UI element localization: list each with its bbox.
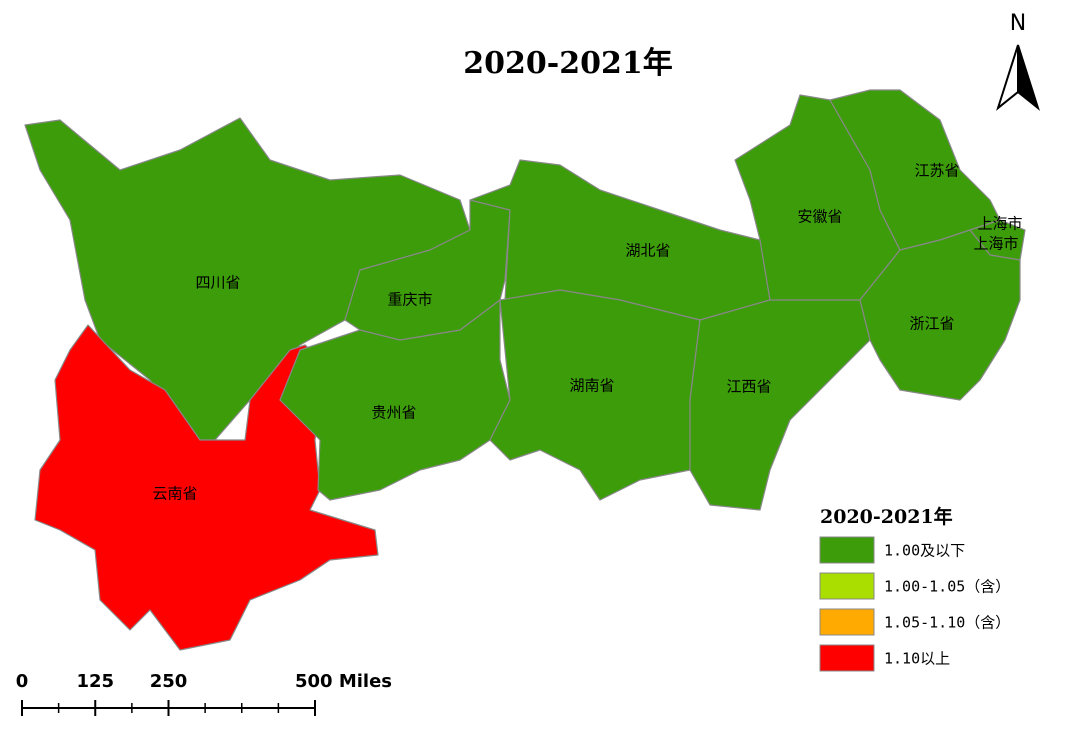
legend-label: 1.05-1.10（含）	[884, 614, 1010, 632]
region-label: 上海市	[973, 235, 1018, 253]
map-title: 2020-2021年	[463, 46, 672, 81]
scale-label: 0	[16, 671, 29, 692]
region-label: 上海市	[977, 215, 1022, 233]
region	[469, 159, 771, 321]
regions	[24, 89, 1026, 651]
region-label: 四川省	[195, 274, 240, 292]
north-arrow: N	[996, 11, 1040, 111]
region-label: 江西省	[726, 378, 771, 396]
scale-label: 250	[150, 671, 188, 692]
legend-swatch	[819, 572, 875, 600]
scale-label: 500 Miles	[295, 671, 392, 692]
legend-swatch	[819, 644, 875, 672]
legend-title: 2020-2021年	[820, 505, 953, 528]
legend-swatch	[819, 608, 875, 636]
region	[489, 289, 701, 501]
region-label: 浙江省	[909, 315, 954, 333]
north-label: N	[1010, 11, 1026, 36]
north-arrow-right	[1017, 44, 1040, 111]
legend-label: 1.00-1.05（含）	[884, 578, 1010, 596]
region-label: 重庆市	[387, 291, 432, 309]
scale-label: 125	[76, 671, 114, 692]
region	[859, 229, 1021, 401]
legend: 2020-2021年 1.00及以下 1.00-1.05（含） 1.05-1.10（含…	[819, 505, 1010, 672]
north-arrow-left	[996, 44, 1019, 111]
region-label: 贵州省	[371, 404, 416, 422]
region	[689, 299, 871, 511]
legend-label: 1.00及以下	[884, 542, 965, 560]
region-label: 江苏省	[914, 162, 959, 180]
region-label: 湖南省	[569, 377, 614, 395]
scale-bar: 0 125 250 500 Miles	[16, 671, 392, 716]
legend-swatch	[819, 536, 875, 564]
legend-label: 1.10以上	[884, 650, 950, 668]
region-label: 湖北省	[625, 242, 670, 260]
region-label: 云南省	[152, 485, 197, 503]
region-label: 安徽省	[797, 208, 842, 226]
